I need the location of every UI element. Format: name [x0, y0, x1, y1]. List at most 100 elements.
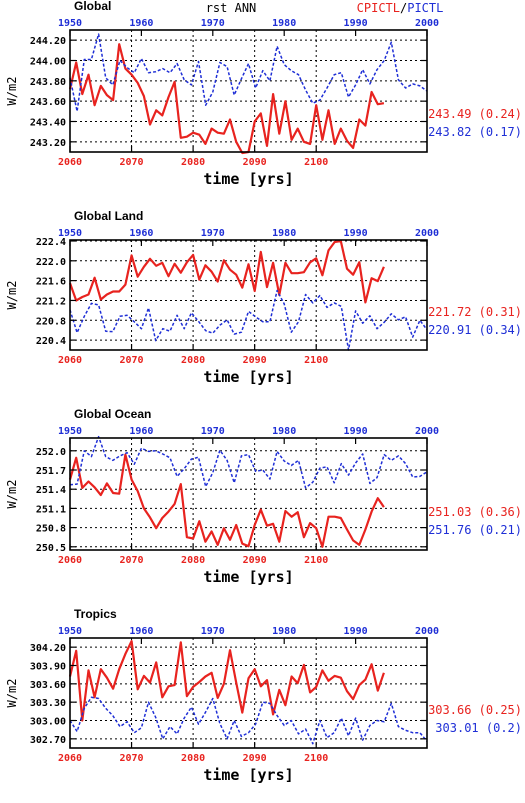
y-tick-label: 243.60	[30, 97, 66, 108]
variable-label: rst ANN	[206, 1, 257, 15]
x-axis-label: time [yrs]	[203, 568, 293, 586]
x-bottom-tick-label: 2080	[181, 355, 205, 366]
series-line-pictl	[69, 435, 428, 489]
x-axis-label: time [yrs]	[203, 766, 293, 784]
x-bottom-tick-label: 2090	[243, 753, 267, 764]
x-bottom-tick-label: 2100	[304, 753, 328, 764]
x-top-tick-label: 1990	[344, 18, 368, 29]
x-top-tick-label: 1970	[201, 228, 225, 239]
y-tick-label: 303.30	[30, 698, 66, 709]
y-axis-label: W/m2	[5, 679, 19, 708]
panel-title: Global	[74, 0, 111, 13]
series-line-pictl	[69, 696, 428, 745]
panel-title: Global Land	[74, 209, 143, 223]
y-tick-label: 251.4	[36, 485, 66, 496]
x-bottom-tick-label: 2060	[58, 157, 82, 168]
plot-frame	[69, 637, 428, 749]
stat-label: 303.01 (0.2)	[435, 721, 522, 735]
legend-pictl: PICTL	[407, 1, 443, 15]
x-bottom-tick-label: 2100	[304, 555, 328, 566]
plot-frame	[69, 437, 428, 551]
x-top-tick-label: 1960	[129, 426, 153, 437]
y-axis-label: W/m2	[5, 77, 19, 106]
x-bottom-tick-label: 2070	[120, 157, 144, 168]
stat-label: 251.76 (0.21)	[428, 523, 522, 537]
chart-panel: Global 243.20 243.40 243.60 243.80 244.00 244.…	[5, 0, 522, 188]
x-top-tick-label: 1960	[129, 228, 153, 239]
y-tick-label: 303.00	[30, 717, 66, 728]
panel-title: Global Ocean	[74, 407, 151, 421]
y-tick-label: 304.20	[30, 643, 66, 654]
x-bottom-tick-label: 2100	[304, 157, 328, 168]
stat-label: 251.03 (0.36)	[428, 505, 522, 519]
y-tick-label: 243.80	[30, 77, 66, 88]
x-top-tick-label: 1970	[201, 426, 225, 437]
plot-frame	[69, 29, 428, 153]
y-tick-label: 220.4	[36, 336, 66, 347]
y-tick-label: 243.40	[30, 118, 66, 129]
y-tick-label: 221.2	[36, 296, 66, 307]
y-tick-label: 252.0	[36, 447, 66, 458]
x-top-tick-label: 1960	[129, 626, 153, 637]
x-top-tick-label: 2000	[415, 426, 439, 437]
x-bottom-tick-label: 2070	[120, 355, 144, 366]
y-tick-label: 251.7	[36, 466, 66, 477]
stat-label: 303.66 (0.25)	[428, 703, 522, 717]
x-top-tick-label: 1990	[344, 228, 368, 239]
series-line-cpictl	[68, 453, 385, 548]
x-bottom-tick-label: 2060	[58, 555, 82, 566]
x-top-tick-label: 1980	[272, 626, 296, 637]
x-top-tick-label: 1950	[58, 626, 82, 637]
x-bottom-tick-label: 2080	[181, 555, 205, 566]
legend-separator: /	[400, 1, 407, 15]
chart-panel: Tropics 302.70 303.00 303.30 303.60 303.90 304…	[5, 607, 522, 784]
plot-frame	[69, 239, 428, 351]
x-top-tick-label: 1970	[201, 18, 225, 29]
x-top-tick-label: 1950	[58, 18, 82, 29]
series-line-pictl	[69, 289, 428, 351]
y-tick-label: 302.70	[30, 735, 66, 746]
x-bottom-tick-label: 2060	[58, 355, 82, 366]
x-top-tick-label: 1950	[58, 426, 82, 437]
series-line-cpictl	[68, 239, 385, 304]
y-tick-label: 244.00	[30, 57, 66, 68]
y-axis-label: W/m2	[5, 281, 19, 310]
x-bottom-tick-label: 2090	[243, 355, 267, 366]
stat-label: 221.72 (0.31)	[428, 305, 522, 319]
x-top-tick-label: 1970	[201, 626, 225, 637]
chart-panel: Global Land 220.4 220.8 221.2 221.6 222.0 222.…	[5, 209, 522, 386]
x-top-tick-label: 1960	[129, 18, 153, 29]
y-tick-label: 251.1	[36, 504, 66, 515]
x-top-tick-label: 1980	[272, 228, 296, 239]
x-bottom-tick-label: 2070	[120, 555, 144, 566]
y-tick-label: 243.20	[30, 138, 66, 149]
x-bottom-tick-label: 2100	[304, 355, 328, 366]
y-tick-label: 303.90	[30, 662, 66, 673]
x-top-tick-label: 1980	[272, 426, 296, 437]
x-top-tick-label: 2000	[415, 18, 439, 29]
series-line-cpictl	[68, 639, 385, 722]
x-bottom-tick-label: 2090	[243, 555, 267, 566]
x-top-tick-label: 1990	[344, 626, 368, 637]
x-top-tick-label: 1980	[272, 18, 296, 29]
x-top-tick-label: 1990	[344, 426, 368, 437]
x-top-tick-label: 2000	[415, 228, 439, 239]
y-tick-label: 303.60	[30, 680, 66, 691]
stat-label: 220.91 (0.34)	[428, 323, 522, 337]
legend-cpictl: CPICTL	[357, 1, 400, 15]
x-bottom-tick-label: 2080	[181, 157, 205, 168]
y-tick-label: 222.4	[36, 237, 66, 248]
x-top-tick-label: 1950	[58, 228, 82, 239]
y-tick-label: 222.0	[36, 257, 66, 268]
x-bottom-tick-label: 2070	[120, 753, 144, 764]
x-axis-label: time [yrs]	[203, 368, 293, 386]
series-legend: CPICTL/PICTL	[357, 1, 444, 15]
series-line-pictl	[69, 33, 428, 113]
y-tick-label: 221.6	[36, 277, 66, 288]
panels: Global 243.20 243.40 243.60 243.80 244.00 244.…	[5, 0, 522, 784]
y-tick-label: 250.5	[36, 543, 66, 554]
stat-label: 243.49 (0.24)	[428, 107, 522, 121]
x-axis-label: time [yrs]	[203, 170, 293, 188]
